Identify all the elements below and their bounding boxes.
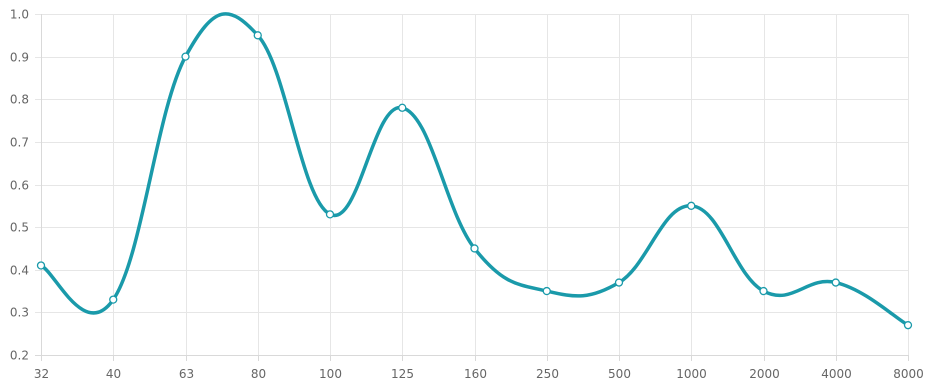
axes: 0.2 0.3 0.4 0.5 0.6 0.7 0.8 0.9 1.0 32 40 63 80 100 12…: [10, 8, 924, 382]
data-point[interactable]: [687, 201, 696, 210]
x-tick-label: 40: [106, 367, 121, 381]
y-tick-label: 0.9: [10, 51, 29, 65]
y-tick-label: 0.6: [10, 179, 29, 193]
x-tick-label: 63: [179, 367, 194, 381]
data-point[interactable]: [181, 52, 190, 61]
y-tick-label: 0.4: [10, 264, 29, 278]
x-tick-label: 32: [34, 367, 49, 381]
x-tick-label: 125: [391, 367, 414, 381]
series-layer: [39, 12, 910, 327]
y-tick-label: 0.5: [10, 221, 29, 235]
x-tick-label: 100: [319, 367, 342, 381]
data-point[interactable]: [109, 295, 118, 304]
data-point[interactable]: [903, 321, 913, 330]
data-point[interactable]: [542, 286, 551, 296]
x-tick-label: 4000: [821, 367, 852, 381]
data-point[interactable]: [759, 286, 768, 296]
y-tick-label: 0.2: [10, 349, 29, 363]
data-point[interactable]: [325, 210, 335, 219]
x-tick-label: 250: [536, 367, 559, 381]
data-point[interactable]: [614, 278, 624, 287]
y-tick-label: 0.3: [10, 306, 29, 320]
x-tick-label: 2000: [749, 367, 780, 381]
data-point[interactable]: [36, 261, 46, 270]
x-tick-label: 1000: [676, 367, 707, 381]
series-line: [39, 12, 910, 327]
data-point[interactable]: [398, 103, 407, 112]
data-point[interactable]: [470, 244, 479, 253]
data-point[interactable]: [253, 31, 262, 40]
x-tick-label: 160: [464, 367, 487, 381]
points-layer: [36, 31, 913, 330]
grid: [35, 14, 909, 356]
y-tick-label: 0.7: [10, 136, 29, 150]
x-tick-label: 8000: [893, 367, 924, 381]
x-tick-label: 80: [251, 367, 266, 381]
x-tick-label: 500: [608, 367, 631, 381]
y-tick-label: 1.0: [10, 8, 29, 22]
data-point[interactable]: [831, 278, 840, 287]
y-tick-label: 0.8: [10, 93, 29, 107]
